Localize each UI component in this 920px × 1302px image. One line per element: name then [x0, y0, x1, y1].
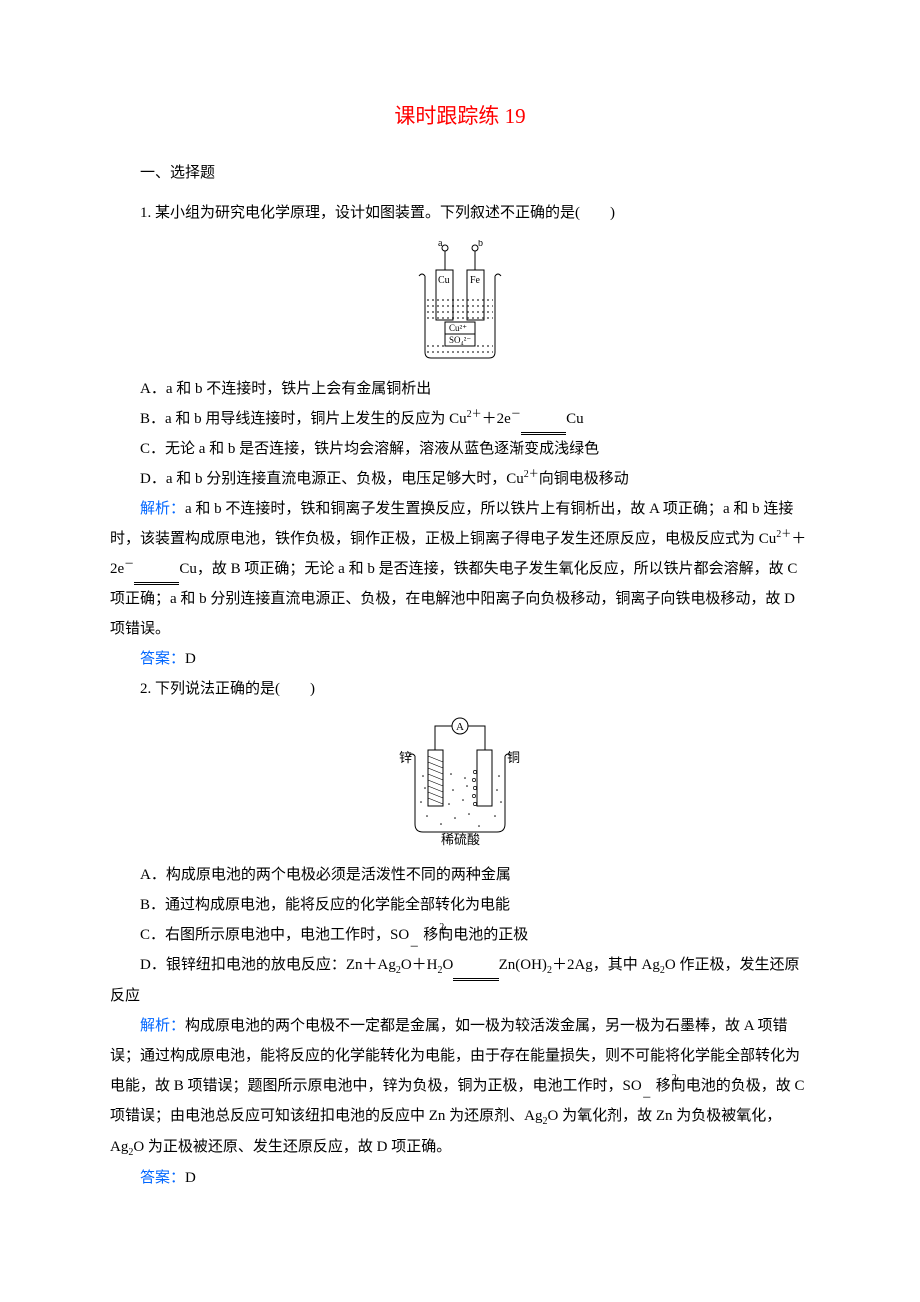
q2-ammeter: A	[456, 721, 464, 733]
q1-explain-sup: 2＋	[776, 529, 791, 540]
q2-opt-a: A．构成原电池的两个电极必须是活泼性不同的两种金属	[110, 860, 810, 890]
q2-opt-d: D．银锌纽扣电池的放电反应：Zn＋Ag2O＋H2O Zn(OH)2＋2Ag，其中…	[110, 950, 810, 1011]
q2-explain-seg4: O 为正极被还原、发生还原反应，故 D 项正确。	[133, 1139, 451, 1155]
q1-opt-b: B．a 和 b 用导线连接时，铜片上发生的反应为 Cu2＋＋2e－ Cu	[110, 404, 810, 434]
q1-answer-value: D	[185, 651, 196, 667]
q1-opt-b-sup: 2＋	[467, 409, 482, 420]
q2-opt-d-seg5: ＋2Ag，其中 Ag	[552, 957, 660, 973]
section-heading: 一、选择题	[110, 158, 810, 188]
q1-explain: 解析：a 和 b 不连接时，铁和铜离子发生置换反应，所以铁片上有铜析出，故 A …	[110, 494, 810, 644]
q1-diagram: a b Cu Fe Cu²⁺	[405, 240, 515, 360]
q2-label-cu: 铜	[507, 750, 520, 765]
q1-explain-seg4: Cu，故 B 项正确；无论 a 和 b 是否连接，铁都失电子发生氧化反应，所以铁…	[110, 561, 797, 637]
explain-label: 解析：	[140, 1018, 185, 1034]
answer-label: 答案：	[140, 651, 185, 667]
q1-electrode-cu: Cu	[438, 275, 450, 286]
q1-terminal-b: b	[478, 240, 483, 249]
q1-opt-b-sup2: －	[511, 409, 521, 420]
q1-opt-b-pre: B．a 和 b 用导线连接时，铜片上发生的反应为 Cu	[140, 411, 467, 427]
q1-opt-a: A．a 和 b 不连接时，铁片上会有金属铜析出	[110, 374, 810, 404]
q2-opt-c-pre: C．右图所示原电池中，电池工作时，SO	[140, 927, 409, 943]
q2-figure: A	[110, 716, 810, 846]
q1-ion-so4: SO₄²⁻	[449, 335, 471, 345]
q1-opt-c: C．无论 a 和 b 是否连接，铁片均会溶解，溶液从蓝色逐渐变成浅绿色	[110, 434, 810, 464]
q2-solution-label: 稀硫酸	[441, 832, 480, 846]
q2-label-zn: 锌	[399, 750, 412, 765]
q1-opt-d-pre: D．a 和 b 分别连接直流电源正、负极，电压足够大时，Cu	[140, 471, 524, 487]
q1-electrode-fe: Fe	[470, 275, 481, 286]
q1-opt-b-post: Cu	[566, 411, 584, 427]
q1-figure: a b Cu Fe Cu²⁺	[110, 240, 810, 360]
q2-explain: 解析：构成原电池的两个电极不一定都是金属，如一极为较活泼金属，另一极为石墨棒，故…	[110, 1011, 810, 1163]
page-title: 课时跟踪练 19	[110, 100, 810, 130]
q2-diagram: A	[395, 716, 525, 846]
q1-opt-d-post: 向铜电极移动	[539, 471, 629, 487]
equals-icon	[453, 950, 498, 980]
q1-explain-seg1: a 和 b 不连接时，铁和铜离子发生置换反应，所以铁片上有铜析出，故 A 项正确…	[185, 501, 723, 517]
q2-opt-d-seg4: Zn(OH)	[499, 957, 547, 973]
q2-opt-d-seg3: O	[443, 957, 454, 973]
q2-opt-b: B．通过构成原电池，能将反应的化学能全部转化为电能	[110, 890, 810, 920]
q2-opt-d-seg1: D．银锌纽扣电池的放电反应：Zn＋Ag	[140, 957, 396, 973]
explain-label: 解析：	[140, 501, 185, 517]
equals-icon	[134, 554, 179, 584]
q2-answer: 答案：D	[110, 1163, 810, 1193]
q1-explain-sup2: －	[124, 559, 134, 570]
equals-icon	[521, 404, 566, 434]
q1-terminal-a: a	[438, 240, 443, 249]
q1-answer: 答案：D	[110, 644, 810, 674]
so4-charge-icon: 2－4	[642, 1075, 656, 1090]
q2-stem: 2. 下列说法正确的是( )	[110, 674, 810, 704]
q1-opt-d: D．a 和 b 分别连接直流电源正、负极，电压足够大时，Cu2＋向铜电极移动	[110, 464, 810, 494]
q2-opt-d-seg2: O＋H	[401, 957, 438, 973]
q2-answer-value: D	[185, 1170, 196, 1186]
q1-opt-d-sup: 2＋	[524, 469, 539, 480]
q1-opt-b-mid: ＋2e	[482, 411, 511, 427]
so4-charge-icon: 2－4	[409, 924, 423, 939]
answer-label: 答案：	[140, 1170, 185, 1186]
q2-opt-c: C．右图所示原电池中，电池工作时，SO2－4移向电池的正极	[110, 920, 810, 950]
page-root: 课时跟踪练 19 一、选择题 1. 某小组为研究电化学原理，设计如图装置。下列叙…	[0, 0, 920, 1302]
q1-ion-cu: Cu²⁺	[449, 323, 467, 333]
q1-stem: 1. 某小组为研究电化学原理，设计如图装置。下列叙述不正确的是( )	[110, 198, 810, 228]
